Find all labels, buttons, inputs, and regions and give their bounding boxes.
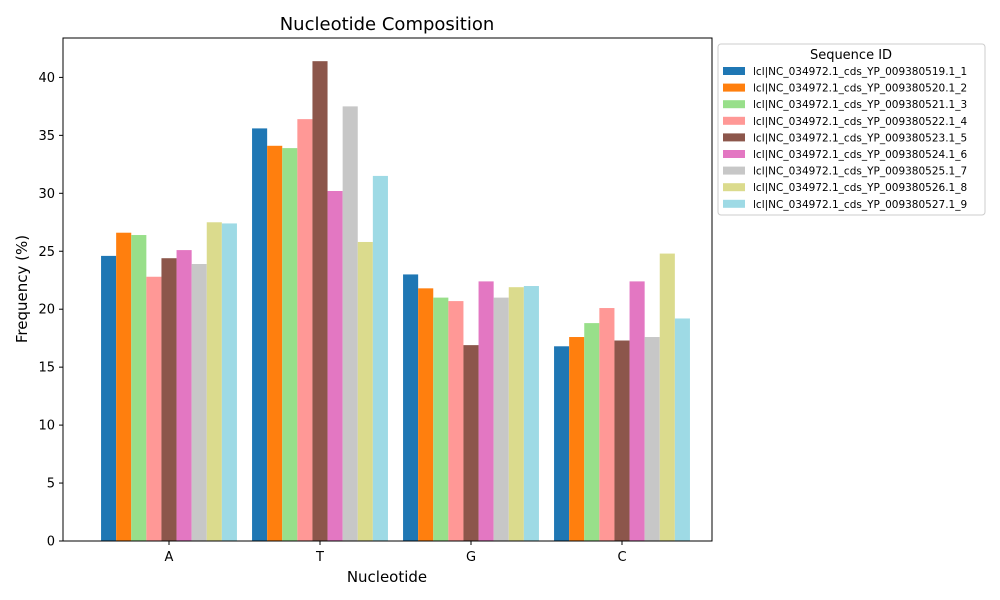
legend-label-2: lcl|NC_034972.1_cds_YP_009380520.1_2 — [753, 83, 967, 95]
bar-g-series-7 — [493, 297, 509, 541]
bar-a-series-1 — [101, 255, 117, 541]
y-tick-label: 35 — [38, 129, 55, 144]
chart-title: Nucleotide Composition — [280, 14, 495, 35]
bar-c-series-3 — [584, 323, 600, 541]
legend-swatch-8 — [723, 183, 745, 192]
legend-items: lcl|NC_034972.1_cds_YP_009380519.1_1 lcl|… — [723, 66, 967, 211]
bar-c-series-9 — [674, 318, 690, 541]
bar-a-series-7 — [191, 264, 207, 541]
bar-g-series-8 — [508, 287, 524, 541]
legend-label-7: lcl|NC_034972.1_cds_YP_009380525.1_7 — [753, 166, 967, 178]
bar-a-series-6 — [176, 250, 192, 541]
bar-t-series-4 — [297, 119, 313, 541]
bar-c-series-2 — [569, 337, 585, 541]
x-tick-label-t: T — [315, 550, 324, 565]
legend-swatch-3 — [723, 100, 745, 109]
y-tick-label: 5 — [47, 477, 55, 492]
bar-a-series-4 — [146, 276, 162, 541]
legend-label-1: lcl|NC_034972.1_cds_YP_009380519.1_1 — [753, 66, 967, 78]
y-tick-label: 15 — [38, 361, 55, 376]
y-tick-label: 25 — [38, 245, 55, 260]
bar-t-series-5 — [312, 61, 328, 542]
bar-g-series-9 — [523, 286, 539, 541]
legend-swatch-9 — [723, 199, 745, 208]
legend-swatch-1 — [723, 67, 745, 75]
bar-t-series-9 — [372, 175, 388, 542]
legend-swatch-2 — [723, 83, 745, 92]
bars-layer — [101, 61, 690, 542]
bar-g-series-3 — [433, 297, 449, 541]
bar-g-series-1 — [403, 274, 419, 541]
legend-label-6: lcl|NC_034972.1_cds_YP_009380524.1_6 — [753, 149, 967, 161]
bar-a-series-2 — [116, 232, 132, 541]
legend-label-9: lcl|NC_034972.1_cds_YP_009380527.1_9 — [753, 199, 967, 211]
y-axis-title: Frequency (%) — [13, 235, 31, 343]
legend-label-4: lcl|NC_034972.1_cds_YP_009380522.1_4 — [753, 116, 967, 128]
bar-a-series-5 — [161, 258, 177, 541]
bar-c-series-7 — [644, 337, 660, 541]
bar-c-series-4 — [599, 308, 615, 541]
plot-frame — [62, 37, 713, 542]
bar-a-series-9 — [221, 223, 237, 541]
bar-c-series-6 — [629, 281, 645, 541]
legend-swatch-6 — [723, 150, 745, 158]
bar-c-series-5 — [614, 340, 630, 541]
bar-t-series-3 — [282, 148, 298, 541]
bar-a-series-8 — [206, 222, 222, 541]
bar-g-series-4 — [448, 301, 464, 541]
bar-a-series-3 — [131, 235, 147, 541]
bar-g-series-2 — [418, 288, 434, 541]
legend-swatch-7 — [723, 166, 745, 175]
y-tick-label: 40 — [38, 71, 55, 86]
legend-label-3: lcl|NC_034972.1_cds_YP_009380521.1_3 — [753, 99, 967, 111]
legend-label-5: lcl|NC_034972.1_cds_YP_009380523.1_5 — [753, 132, 967, 144]
x-axis-title: Nucleotide — [347, 568, 427, 586]
bar-t-series-1 — [252, 128, 268, 541]
y-tick-label: 20 — [38, 303, 55, 318]
bar-t-series-6 — [327, 190, 343, 542]
bar-g-series-6 — [478, 281, 494, 541]
bar-t-series-7 — [342, 106, 358, 541]
y-tick-label: 30 — [38, 187, 55, 202]
y-tick-label: 0 — [47, 535, 55, 550]
legend-frame — [717, 43, 986, 216]
legend-swatch-5 — [723, 133, 745, 142]
bar-c-series-8 — [659, 253, 675, 541]
x-tick-label-a: A — [165, 550, 174, 565]
legend: Sequence ID lcl|NC_034972.1_cds_YP_00938… — [717, 43, 986, 216]
bar-g-series-5 — [463, 345, 479, 541]
legend-label-8: lcl|NC_034972.1_cds_YP_009380526.1_8 — [753, 182, 967, 194]
y-axis: 0 5 10 15 20 25 30 35 40 — [38, 71, 63, 550]
bar-t-series-2 — [267, 145, 283, 542]
bar-c-series-1 — [554, 346, 570, 541]
y-tick-label: 10 — [38, 419, 55, 434]
legend-swatch-4 — [723, 116, 745, 125]
x-tick-label-g: G — [466, 550, 476, 565]
x-tick-label-c: C — [617, 550, 626, 565]
legend-title: Sequence ID — [810, 48, 892, 63]
bar-t-series-8 — [357, 241, 373, 542]
